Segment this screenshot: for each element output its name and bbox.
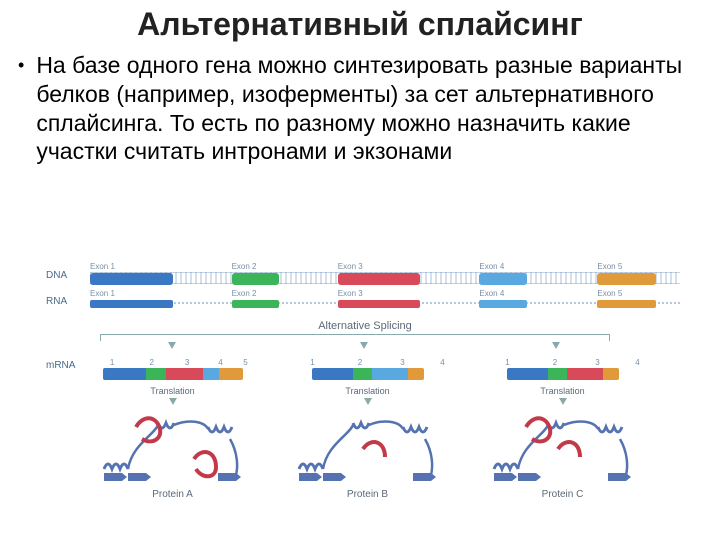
mrna-segment bbox=[372, 368, 407, 380]
segment-number: 3 bbox=[570, 358, 625, 367]
exon-label: Exon 4 bbox=[479, 289, 504, 298]
segment-number: 3 bbox=[164, 358, 210, 367]
rna-label: RNA bbox=[46, 296, 67, 307]
segment-number: 1 bbox=[475, 358, 540, 367]
mrna-segment bbox=[312, 368, 354, 380]
exon-label: Exon 1 bbox=[90, 262, 115, 271]
exon-label: Exon 4 bbox=[479, 262, 504, 271]
bullet-text: На базе одного гена можно синтезировать … bbox=[36, 51, 692, 166]
rna-track: Exon 1Exon 2Exon 3Exon 4Exon 5 bbox=[90, 302, 680, 304]
arrow-down-icon bbox=[169, 398, 177, 405]
protein-name: Protein A bbox=[85, 489, 260, 500]
protein-cartoon bbox=[98, 409, 248, 487]
exon-block: Exon 5 bbox=[597, 300, 656, 308]
segment-number: 5 bbox=[231, 358, 260, 367]
segment-number: 1 bbox=[85, 358, 139, 367]
segment-number: 4 bbox=[210, 358, 231, 367]
dna-track: Exon 1 Exon 2 Exon 3 Exon 4 Exon 5 bbox=[90, 272, 680, 284]
exon-block: Exon 3 bbox=[338, 300, 421, 308]
segment-number: 3 bbox=[375, 358, 430, 367]
mrna-segment bbox=[103, 368, 146, 380]
mrna-segment bbox=[507, 368, 549, 380]
alt-splicing-label: Alternative Splicing bbox=[40, 320, 690, 332]
arrow-down-icon bbox=[559, 398, 567, 405]
segment-number: 2 bbox=[345, 358, 375, 367]
segment-number: 4 bbox=[625, 358, 650, 367]
arrow-down-icon bbox=[364, 398, 372, 405]
mrna-segment bbox=[353, 368, 372, 380]
protein-name: Protein C bbox=[475, 489, 650, 500]
exon-block: Exon 4 bbox=[479, 300, 526, 308]
exon-label: Exon 2 bbox=[232, 289, 257, 298]
mrna-segment bbox=[603, 368, 619, 380]
variant-b: 1234 Translation Protein B bbox=[280, 358, 455, 500]
translation-label: Translation bbox=[475, 386, 650, 396]
segment-number: 1 bbox=[280, 358, 345, 367]
mrna-bar bbox=[312, 368, 424, 380]
mrna-segment bbox=[567, 368, 602, 380]
variant-a: 12345 Translation Protein A bbox=[85, 358, 260, 500]
mrna-bar bbox=[103, 368, 243, 380]
mrna-segment bbox=[146, 368, 166, 380]
exon-label: Exon 2 bbox=[232, 262, 257, 271]
exon-label: Exon 3 bbox=[338, 262, 363, 271]
mrna-segment bbox=[548, 368, 567, 380]
arrow-down-icon bbox=[552, 342, 560, 349]
segment-number: 4 bbox=[430, 358, 455, 367]
bullet-marker: • bbox=[18, 51, 36, 79]
mrna-segment bbox=[166, 368, 203, 380]
exon-label: Exon 3 bbox=[338, 289, 363, 298]
segment-number: 2 bbox=[139, 358, 164, 367]
exon-block: Exon 3 bbox=[338, 273, 421, 285]
mrna-label: mRNA bbox=[46, 360, 75, 371]
mrna-bar bbox=[507, 368, 619, 380]
exon-block: Exon 1 bbox=[90, 273, 173, 285]
mrna-segment bbox=[203, 368, 220, 380]
exon-block: Exon 5 bbox=[597, 273, 656, 285]
protein-cartoon bbox=[293, 409, 443, 487]
protein-name: Protein B bbox=[280, 489, 455, 500]
arrow-down-icon bbox=[360, 342, 368, 349]
exon-block: Exon 4 bbox=[479, 273, 526, 285]
variant-c: 1234 Translation Protein C bbox=[475, 358, 650, 500]
exon-block: Exon 2 bbox=[232, 300, 279, 308]
mrna-segment bbox=[219, 368, 242, 380]
arrow-down-icon bbox=[168, 342, 176, 349]
exon-block: Exon 2 bbox=[232, 273, 279, 285]
translation-label: Translation bbox=[85, 386, 260, 396]
exon-block: Exon 1 bbox=[90, 300, 173, 308]
translation-label: Translation bbox=[280, 386, 455, 396]
splicing-bracket bbox=[100, 334, 610, 342]
slide-title: Альтернативный сплайсинг bbox=[0, 0, 720, 43]
protein-cartoon bbox=[488, 409, 638, 487]
segment-number: 2 bbox=[540, 358, 570, 367]
mrna-segment bbox=[408, 368, 424, 380]
exon-label: Exon 5 bbox=[597, 289, 622, 298]
splicing-diagram: DNA Exon 1 Exon 2 Exon 3 Exon 4 Exon 5 RNA E… bbox=[40, 260, 690, 532]
bullet-item: • На базе одного гена можно синтезироват… bbox=[0, 43, 720, 170]
exon-label: Exon 1 bbox=[90, 289, 115, 298]
exon-label: Exon 5 bbox=[597, 262, 622, 271]
dna-label: DNA bbox=[46, 270, 67, 281]
